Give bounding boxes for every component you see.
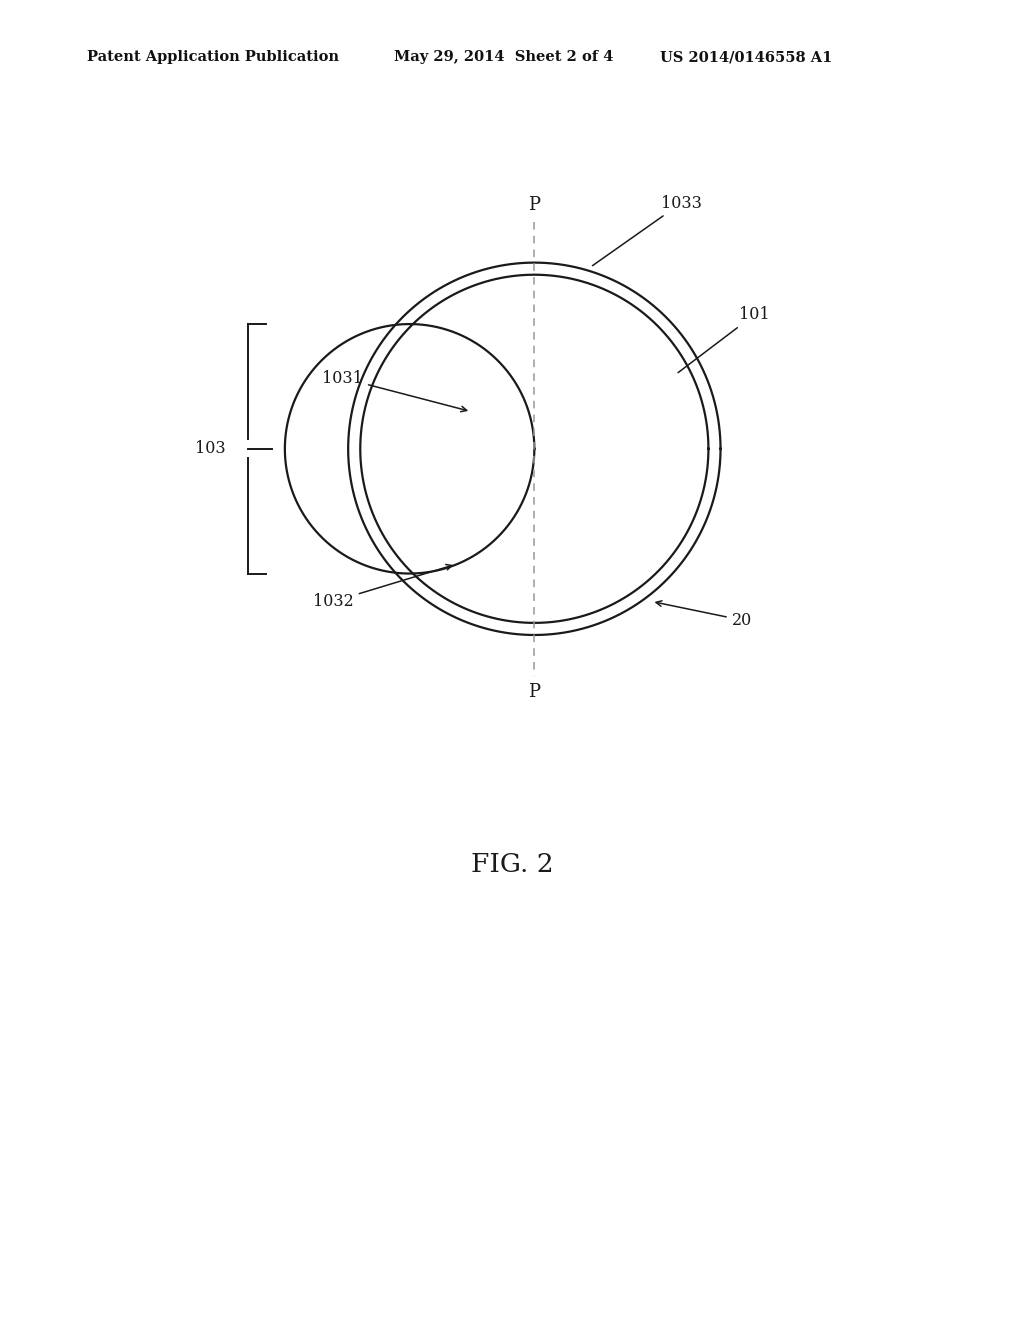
Text: Patent Application Publication: Patent Application Publication	[87, 50, 339, 65]
Text: 101: 101	[678, 306, 770, 372]
Text: 1031: 1031	[323, 370, 467, 412]
Text: 1032: 1032	[313, 565, 452, 610]
Text: P: P	[528, 684, 541, 701]
Text: May 29, 2014  Sheet 2 of 4: May 29, 2014 Sheet 2 of 4	[394, 50, 613, 65]
Text: 1033: 1033	[593, 194, 701, 265]
Text: FIG. 2: FIG. 2	[471, 853, 553, 876]
Text: US 2014/0146558 A1: US 2014/0146558 A1	[660, 50, 833, 65]
Text: 103: 103	[195, 441, 225, 457]
Text: 20: 20	[656, 601, 752, 628]
Text: P: P	[528, 197, 541, 214]
